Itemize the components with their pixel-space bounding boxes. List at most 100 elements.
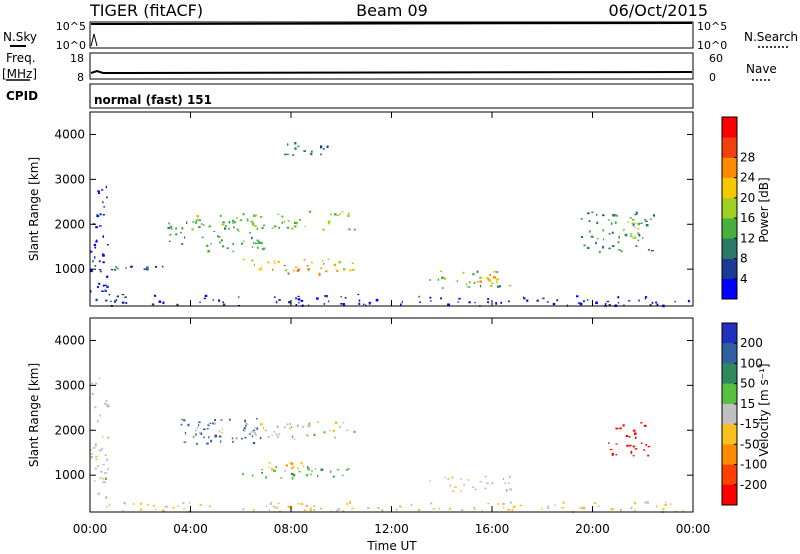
power-echo-cell (556, 299, 559, 302)
power-echo-cell (252, 222, 255, 226)
velocity-echo-cell (259, 436, 262, 440)
power-echo-cell (325, 295, 328, 298)
power-echo-cell (218, 235, 221, 238)
velocity-echo-cell (139, 508, 143, 511)
velocity-echo-cell (643, 424, 647, 427)
power-echo-cell (637, 239, 640, 242)
power-y-tick-label: 3000 (54, 172, 85, 186)
power-echo-cell (441, 287, 444, 290)
velocity-echo-cell (647, 454, 650, 457)
velocity-echo-cell (289, 427, 291, 430)
velocity-echo-cell (309, 509, 312, 512)
velocity-echo-cell (547, 505, 549, 508)
power-echo-cell (101, 290, 104, 292)
power-echo-cell (336, 214, 340, 217)
velocity-echo-cell (509, 475, 511, 479)
power-echo-cell (219, 241, 221, 244)
velocity-echo-region (192, 421, 356, 441)
velocity-echo-cell (491, 482, 494, 485)
power-echo-cell (468, 301, 471, 304)
noise-strip (89, 21, 694, 49)
velocity-echo-cell (270, 468, 274, 471)
velocity-echo-cell (255, 433, 257, 437)
velocity-echo-cell (275, 465, 277, 469)
power-echo-cell (233, 226, 235, 229)
power-echo-cell (113, 268, 117, 271)
velocity-echo-cell (381, 509, 384, 512)
power-echo-cell (180, 231, 182, 234)
power-echo-cell (308, 268, 310, 270)
power-echo-cell (261, 248, 264, 251)
power-echo-cell (254, 214, 258, 217)
power-echo-cell (307, 268, 310, 270)
velocity-colorbar-tick-label: 200 (740, 336, 763, 350)
velocity-echo-cell (102, 436, 104, 438)
power-echo-cell (198, 226, 200, 228)
power-echo-cell (155, 265, 158, 268)
velocity-echo-cell (634, 509, 636, 512)
power-echo-cell (125, 267, 127, 269)
power-echo-cell (493, 276, 496, 279)
power-echo-cell (429, 296, 432, 299)
power-echo-region (429, 270, 512, 290)
velocity-echo-cell (214, 418, 216, 422)
power-echo-cell (262, 247, 266, 250)
velocity-echo-cell (200, 432, 203, 435)
power-echo-cell (242, 213, 245, 216)
power-echo-cell (687, 299, 690, 303)
velocity-echo-cell (264, 429, 268, 432)
velocity-echo-cell (106, 403, 109, 406)
velocity-echo-cell (90, 449, 92, 451)
velocity-echo-cell (277, 435, 279, 437)
velocity-echo-cell (561, 506, 564, 509)
power-echo-region (90, 185, 109, 302)
power-echo-cell (231, 222, 235, 224)
velocity-colorbar-segment (722, 403, 737, 425)
velocity-echo-cell (261, 468, 263, 471)
power-echo-cell (116, 295, 119, 298)
power-echo-cell (236, 228, 239, 231)
noise-left-tick-bottom: 10^0 (56, 39, 86, 52)
power-echo-cell (628, 300, 631, 302)
power-echo-cell (296, 269, 300, 272)
power-echo-cell (167, 226, 171, 229)
power-echo-cell (277, 260, 280, 263)
power-echo-cell (281, 221, 283, 224)
velocity-echo-cell (252, 442, 256, 445)
velocity-echo-cell (346, 469, 348, 471)
velocity-echo-cell (454, 486, 457, 488)
velocity-echo-cell (346, 502, 349, 506)
power-echo-cell (94, 246, 97, 249)
velocity-echo-cell (287, 505, 291, 509)
power-echo-cell (589, 230, 591, 233)
power-echo-cell (246, 218, 249, 220)
power-echo-cell (256, 227, 258, 230)
power-echo-cell (586, 246, 590, 249)
x-tick-label: 00:00 (676, 522, 711, 536)
power-echo-cell (272, 268, 274, 271)
velocity-echo-cell (290, 472, 294, 475)
power-echo-cell (358, 299, 361, 302)
power-echo-region (622, 221, 640, 240)
velocity-echo-cell (275, 433, 278, 436)
power-echo-cell (617, 241, 620, 244)
velocity-echo-cell (472, 486, 475, 488)
freq-tick-bottom: 8 (77, 71, 84, 84)
power-echo-cell (577, 302, 581, 304)
noise-search-trace (90, 33, 98, 47)
power-echo-cell (257, 246, 259, 249)
velocity-echo-cell (509, 488, 512, 491)
velocity-echo-cell (467, 479, 470, 481)
power-echo-cell (627, 221, 629, 223)
power-echo-cell (98, 260, 101, 263)
velocity-echo-cell (195, 433, 197, 436)
velocity-echo-cell (630, 452, 633, 454)
power-echo-cell (291, 227, 294, 230)
power-echo-cell (260, 242, 263, 245)
velocity-echo-cell (682, 510, 685, 512)
velocity-echo-cell (90, 456, 94, 459)
power-echo-cell (316, 297, 319, 300)
power-echo-cell (257, 241, 261, 244)
power-echo-cell (287, 220, 290, 222)
velocity-echo-cell (270, 501, 273, 503)
